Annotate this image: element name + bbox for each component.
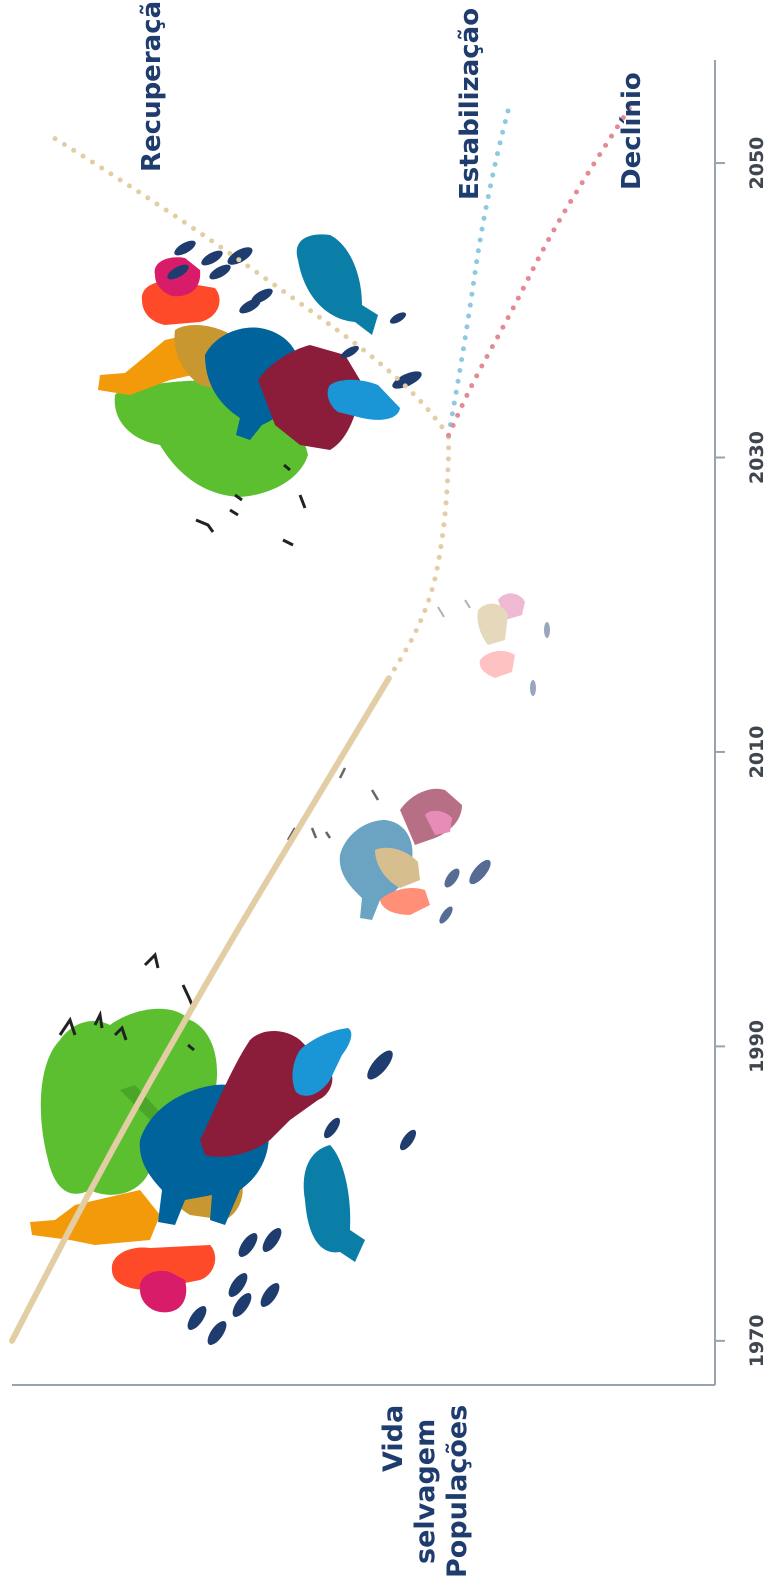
animal-cluster-2030 [437,593,550,696]
fish-icon [399,1129,417,1151]
rhino-icon [139,1270,187,1313]
animal-cluster-2010 [286,767,491,924]
bird-icon [298,494,307,509]
x-tick-label: 1990 [746,1020,768,1073]
ylabel-line-1: Vida [378,1405,409,1472]
bird-icon [282,538,294,547]
fish-icon [262,1228,282,1252]
bird-icon [181,984,194,1006]
bison-icon [258,345,360,450]
birds-2010 [286,767,380,841]
pig-icon [425,810,452,835]
seal-icon [292,1028,352,1096]
whale-icon [303,1145,365,1262]
bird-icon [286,827,297,841]
bird-icon [58,1016,77,1036]
fish-icon [167,264,189,280]
fish-icon [174,240,196,256]
animal-cluster-1970 [30,952,417,1345]
bird-icon [113,1025,128,1041]
x-tick-label: 2050 [746,137,768,190]
x-tick-label: 2010 [746,725,768,778]
series-layer [9,101,635,1344]
seal-icon [327,379,400,420]
fish-2010 [439,859,491,924]
series-label-declinio: Declínio [617,72,647,190]
birds-2030 [437,599,471,618]
series-line-estabilizacao [446,101,513,438]
bird-icon [187,1043,195,1052]
series-line-history [9,675,392,1344]
bird-icon [283,463,291,472]
fish-icon [389,312,407,324]
elephant-icon [339,820,413,920]
giraffe-icon [30,1190,160,1245]
fish-icon [232,1293,252,1317]
series-label-estabilizacao: Estabilização [455,8,485,200]
birds-2050 [195,463,307,547]
bird-icon [234,493,243,502]
bird-icon [437,606,445,618]
fish-school-2050 [167,240,422,389]
fish-icon [239,298,261,314]
fox-icon [479,650,515,678]
fish-icon [439,906,453,924]
fish-icon [444,868,460,888]
ylabel-line-2: selvagem [410,1419,441,1564]
bird-icon [464,599,471,609]
fish-icon [544,622,550,638]
bird-icon [324,831,332,839]
fish-icon [201,250,223,266]
fish-icon [238,1233,258,1257]
ylabel-line-3: Populações [442,1405,473,1578]
pig-icon [498,593,525,620]
animal-cluster-2050 [98,234,422,547]
bird-icon [370,789,380,801]
fish-icon [227,247,253,265]
fish-icon [530,680,536,696]
x-ticks: 1970 1990 2010 2030 2050 [715,137,768,1367]
x-tick-label: 1970 [746,1314,768,1367]
bird-icon [93,1010,104,1029]
fish-icon [392,371,422,389]
fish-school-1970 [187,1050,417,1345]
y-axis-label: Vida selvagem Populações [378,1405,473,1578]
fish-icon [228,1273,248,1297]
deer-icon [477,603,508,645]
series-line-transition [386,432,452,681]
fish-icon [367,1050,393,1080]
bird-icon [143,952,160,969]
fish-icon [323,1117,341,1139]
fish-icon [469,859,491,885]
fish-icon [341,345,359,359]
bird-icon [195,518,215,533]
fish-icon [209,264,231,280]
series-line-declinio [446,101,635,438]
deer-icon [375,847,420,888]
fish-2030 [530,622,550,696]
bird-icon [310,827,318,839]
fish-icon [207,1321,227,1345]
fish-icon [260,1283,280,1307]
whale-icon [296,234,378,335]
bird-icon [229,508,239,517]
birds-1970 [58,952,195,1052]
bird-icon [338,767,347,779]
fox-icon [380,888,430,915]
pig-icon [111,1245,216,1290]
series-line-recuperacao [44,131,452,438]
x-tick-label: 2030 [746,431,768,484]
fish-icon [187,1306,207,1330]
series-label-recuperacao: Recuperação [137,0,167,172]
pig-icon [141,280,220,325]
